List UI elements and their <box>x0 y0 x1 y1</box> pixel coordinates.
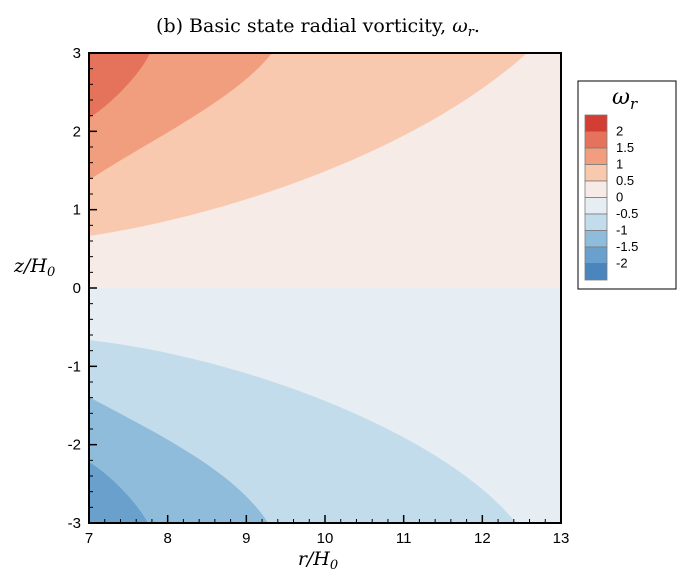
y-axis-label: z/H0 <box>13 255 55 280</box>
legend-label: 0.5 <box>616 173 634 188</box>
y-tick-label: -1 <box>68 358 81 375</box>
legend-swatch <box>584 213 608 231</box>
legend-label: 0 <box>616 190 623 205</box>
legend-label: -2 <box>616 256 628 271</box>
legend-title: ωr <box>612 85 638 113</box>
contour-region-omega-1-1.5 <box>89 53 272 180</box>
legend-swatch <box>584 114 608 132</box>
y-tick-label: -2 <box>68 437 81 454</box>
legend-swatch <box>584 246 608 264</box>
chart-title: (b) Basic state radial vorticity, ωr. <box>156 15 480 40</box>
legend-swatches: 21.5 10.5 0-0.5 -1-1.5 -2 <box>584 114 638 281</box>
x-tick-label: 13 <box>553 530 570 547</box>
legend-label: -1.5 <box>616 239 638 254</box>
x-axis-label: r/H0 <box>298 548 338 573</box>
legend-label: 1.5 <box>616 140 634 155</box>
x-tick-label: 8 <box>163 530 171 547</box>
x-tick-label: 10 <box>317 530 334 547</box>
contour-region-omega-gt-2 <box>89 53 150 118</box>
contour-region-omega-lt-neg1.5 <box>89 462 148 523</box>
contour-regions <box>89 53 561 523</box>
legend-label: -1 <box>616 223 628 238</box>
legend-swatch <box>584 164 608 182</box>
x-tick-label: 9 <box>242 530 250 547</box>
y-tick-label: 3 <box>73 45 81 62</box>
legend-label: 2 <box>616 124 623 139</box>
y-tick-label: 1 <box>73 202 81 219</box>
x-tick-label: 11 <box>396 530 412 547</box>
colorbar-legend: ωr 21.5 10.5 0-0.5 -1-1.5 -2 <box>577 80 677 290</box>
x-tick-label: 7 <box>85 530 93 547</box>
y-tick-label: 0 <box>73 280 81 297</box>
y-tick-label: 2 <box>73 123 81 140</box>
legend-swatch <box>584 147 608 165</box>
legend-swatch <box>584 197 608 215</box>
legend-label: 1 <box>616 157 623 172</box>
legend-label: -0.5 <box>616 206 638 221</box>
x-tick-label: 12 <box>474 530 491 547</box>
y-tick-label: -3 <box>68 515 81 532</box>
legend-swatch <box>584 131 608 149</box>
legend-swatch <box>584 230 608 248</box>
legend-swatch <box>584 180 608 198</box>
legend-swatch <box>584 263 608 281</box>
contour-region-omega-neg1.5-neg1 <box>89 397 268 523</box>
